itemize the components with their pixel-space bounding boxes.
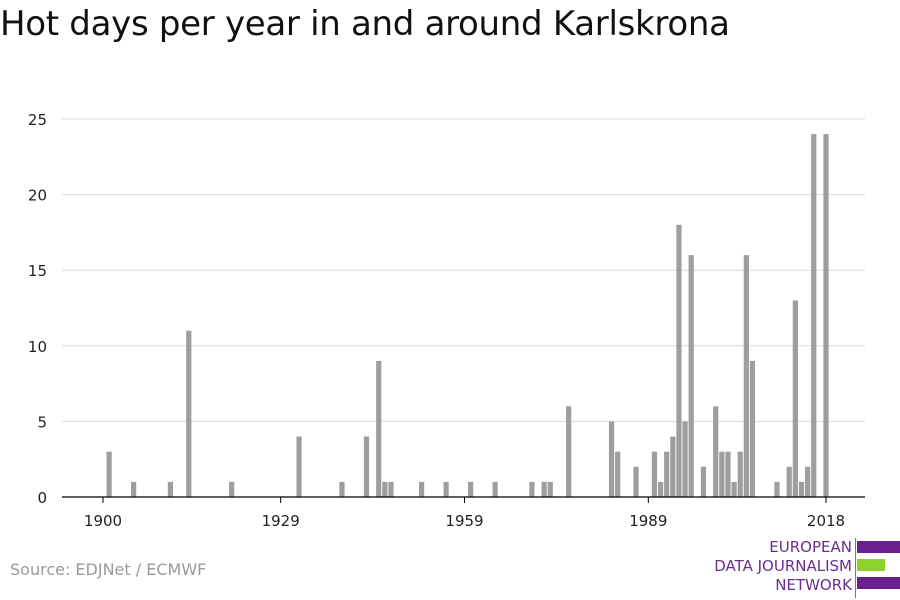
bar-1901 (106, 451, 112, 497)
bar-1991 (657, 481, 664, 497)
bar-2012 (786, 466, 792, 497)
bar-1943 (363, 436, 370, 497)
logo-bar-green (857, 559, 885, 571)
bar-2014 (798, 481, 805, 497)
bar-2013 (792, 300, 798, 497)
bars (106, 134, 829, 497)
bar-1972 (541, 481, 547, 497)
edjnet-logo: EUROPEAN DATA JOURNALISM NETWORK (700, 538, 900, 598)
bar-2002 (725, 451, 731, 497)
bar-2018 (823, 134, 829, 497)
bar-1970 (529, 481, 535, 497)
bar-1946 (382, 481, 388, 497)
bar-1973 (547, 481, 553, 497)
y-tick-label: 20 (28, 187, 47, 205)
bar-2000 (713, 406, 719, 497)
bar-1932 (296, 436, 302, 497)
bar-2005 (743, 255, 749, 497)
bar-1996 (688, 255, 694, 497)
chart-title: Hot days per year in and around Karlskro… (0, 4, 730, 44)
bar-1964 (492, 481, 498, 497)
x-tick-label: 1929 (262, 512, 300, 530)
logo-bar-purple-top (857, 541, 900, 553)
bar-1976 (566, 406, 572, 497)
bar-1905 (131, 481, 137, 497)
bar-1992 (664, 451, 670, 497)
logo-text-european: EUROPEAN (769, 538, 852, 556)
bar-2016 (811, 134, 817, 497)
bar-1998 (700, 466, 707, 497)
logo-bar-purple-bottom (857, 577, 900, 589)
bar-1914 (186, 330, 192, 497)
bar-1945 (376, 360, 382, 497)
bar-1993 (670, 436, 676, 497)
bar-1983 (608, 421, 615, 497)
logo-divider (855, 538, 856, 598)
bar-1921 (229, 481, 235, 497)
bar-1990 (651, 451, 658, 497)
x-tick-label: 2018 (807, 512, 845, 530)
x-tick-label: 1900 (84, 512, 122, 530)
bar-1987 (633, 466, 639, 497)
bar-2015 (805, 466, 811, 497)
bar-1960 (468, 481, 474, 497)
bar-2003 (731, 481, 737, 497)
bar-1984 (615, 451, 621, 497)
y-tick-label: 0 (37, 489, 47, 507)
x-tick-label: 1959 (445, 512, 483, 530)
x-tick-label: 1989 (629, 512, 667, 530)
source-note: Source: EDJNet / ECMWF (10, 560, 207, 579)
logo-text-network: NETWORK (775, 576, 852, 594)
bar-1994 (676, 224, 682, 497)
bar-2001 (719, 451, 725, 497)
bar-1911 (167, 481, 174, 497)
bar-2010 (774, 481, 780, 497)
y-tick-label: 5 (37, 413, 47, 431)
bar-chart: 0 5 10 15 20 25 1900 1929 1959 1989 2018 (28, 111, 865, 530)
axes: 0 5 10 15 20 25 1900 1929 1959 1989 2018 (28, 111, 865, 530)
bar-1952 (419, 481, 425, 497)
bar-1947 (388, 481, 394, 497)
gridlines (62, 118, 865, 422)
y-tick-label: 25 (28, 111, 47, 129)
bar-1995 (682, 421, 688, 497)
y-tick-label: 10 (28, 338, 47, 356)
y-tick-label: 15 (28, 262, 47, 280)
logo-text-data-journalism: DATA JOURNALISM (714, 557, 852, 575)
bar-1956 (443, 481, 449, 497)
bar-2004 (737, 451, 743, 497)
bar-2006 (749, 360, 756, 497)
bar-1939 (339, 481, 345, 497)
